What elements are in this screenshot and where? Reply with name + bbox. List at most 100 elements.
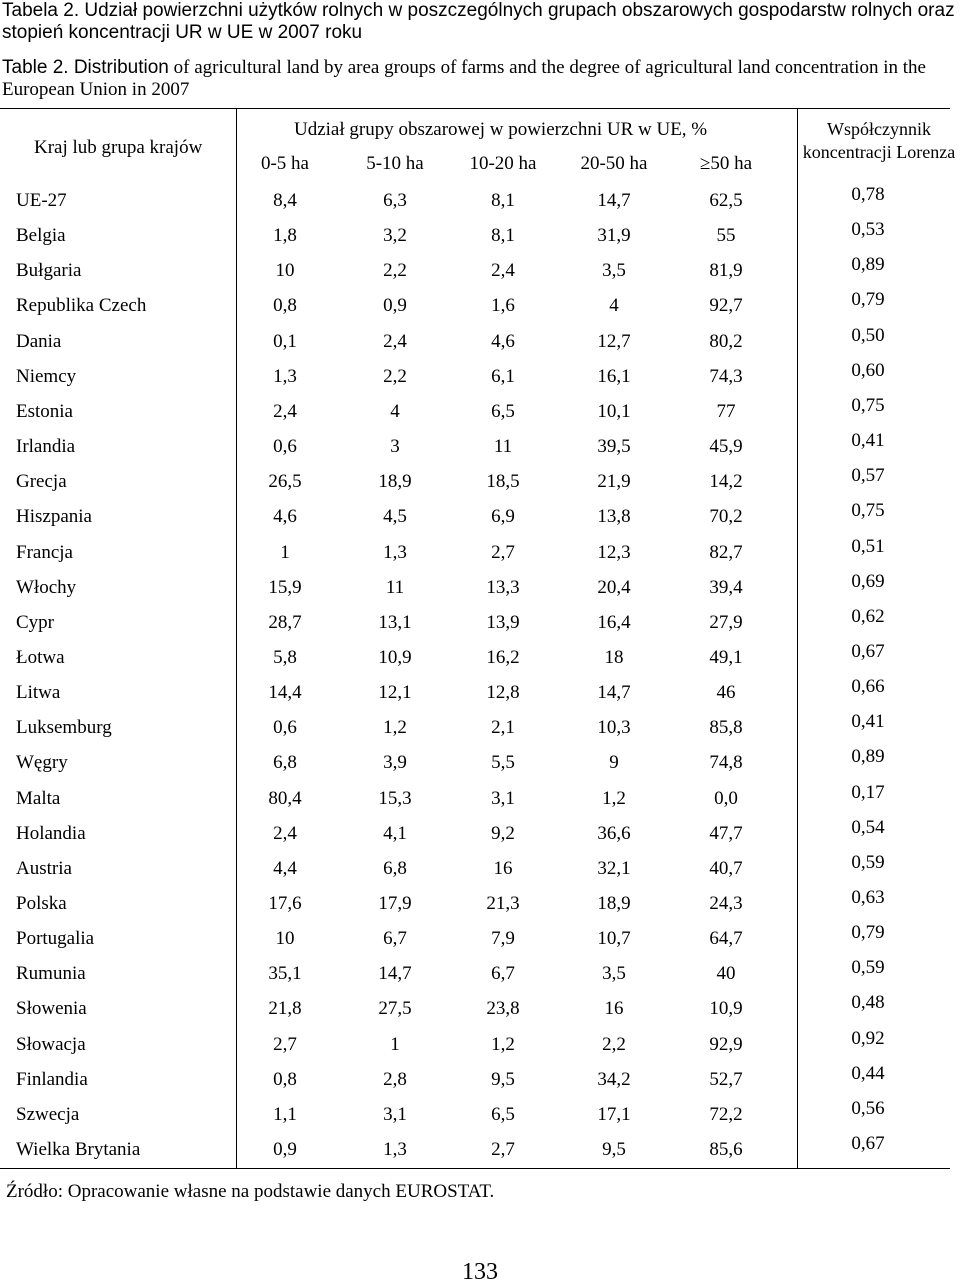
row-value: 6,5	[491, 1103, 515, 1125]
row-value: 20,4	[597, 576, 631, 598]
row-country: Belgia	[16, 225, 66, 247]
table-divider-left	[236, 109, 237, 1168]
row-value: 4	[390, 400, 400, 422]
table-row: Portugalia 10 6,7 7,9 10,7 64,7 0,79	[0, 922, 950, 963]
header-size-5-10: 5-10 ha	[366, 153, 424, 174]
row-value: 6,3	[383, 190, 407, 211]
header-country: Kraj lub grupa krajów	[34, 137, 203, 158]
table-title-polish: Tabela 2. Udział powierzchni użytków rol…	[2, 0, 955, 43]
row-country: Łotwa	[16, 646, 65, 668]
row-value: 10,3	[597, 717, 631, 739]
row-value: 3,2	[383, 225, 407, 247]
table-row: Cypr 28,7 13,1 13,9 16,4 27,9 0,62	[0, 606, 950, 647]
row-value: 13,8	[597, 506, 631, 528]
row-lorenz-coefficient: 0,69	[851, 570, 885, 592]
row-value: 35,1	[268, 963, 302, 985]
table-row: Hiszpania 4,6 4,5 6,9 13,8 70,2 0,75	[0, 500, 950, 541]
table-row: Grecja 26,5 18,9 18,5 21,9 14,2 0,57	[0, 465, 950, 506]
row-value: 12,3	[597, 541, 631, 563]
row-value: 10,7	[597, 928, 631, 950]
row-value: 2,7	[491, 541, 515, 563]
row-value: 28,7	[268, 611, 302, 633]
table-row: Wielka Brytania 0,9 1,3 2,7 9,5 85,6 0,67	[0, 1133, 950, 1174]
table-row: Luksemburg 0,6 1,2 2,1 10,3 85,8 0,41	[0, 711, 950, 752]
header-size-0-5: 0-5 ha	[260, 153, 309, 174]
table-row: Finlandia 0,8 2,8 9,5 34,2 52,7 0,44	[0, 1063, 950, 1104]
row-value: 0,8	[273, 1068, 297, 1090]
row-value: 10,9	[709, 998, 743, 1020]
row-value: 2,2	[602, 1033, 626, 1055]
row-value: 8,4	[273, 190, 297, 211]
table-title-english-rest: of agricultural land by area groups of f…	[2, 57, 926, 100]
table-row: UE-27 8,4 6,3 8,1 14,7 62,5 0,78	[0, 184, 950, 225]
row-value: 14,7	[378, 963, 412, 985]
row-value: 4,6	[273, 506, 297, 528]
row-value: 1,8	[273, 225, 297, 247]
table-row: Węgry 6,8 3,9 5,5 9 74,8 0,89	[0, 746, 950, 787]
row-lorenz-coefficient: 0,48	[851, 992, 885, 1014]
row-value: 80,4	[268, 787, 302, 809]
row-value: 23,8	[486, 998, 520, 1020]
row-lorenz-coefficient: 0,51	[851, 535, 885, 557]
row-value: 6,8	[383, 857, 407, 879]
row-value: 6,1	[491, 365, 515, 387]
row-lorenz-coefficient: 0,79	[851, 289, 885, 311]
row-value: 0,6	[273, 717, 297, 739]
row-value: 11	[493, 436, 513, 458]
row-value: 1	[280, 541, 290, 563]
row-value: 1,2	[383, 717, 407, 739]
row-value: 92,7	[709, 295, 743, 317]
row-value: 47,7	[709, 822, 743, 844]
row-country: Republika Czech	[16, 295, 147, 317]
row-lorenz-coefficient: 0,44	[851, 1062, 885, 1084]
row-country: Litwa	[16, 682, 61, 704]
row-value: 16,2	[486, 646, 520, 668]
row-value: 0,8	[273, 295, 297, 317]
row-value: 14,4	[268, 682, 302, 704]
row-lorenz-coefficient: 0,17	[851, 781, 885, 803]
row-lorenz-coefficient: 0,60	[851, 359, 885, 381]
row-value: 10	[275, 928, 295, 950]
table-top-rule	[0, 108, 950, 109]
row-lorenz-coefficient: 0,66	[851, 676, 885, 698]
row-value: 45,9	[709, 436, 743, 458]
row-value: 3,1	[491, 787, 515, 809]
row-value: 34,2	[597, 1068, 631, 1090]
row-value: 21,8	[268, 998, 302, 1020]
row-country: Grecja	[16, 471, 67, 493]
row-value: 82,7	[709, 541, 743, 563]
row-country: Szwecja	[16, 1103, 80, 1125]
table-title-english: Table 2. Distribution of agricultural la…	[2, 57, 958, 101]
row-value: 4,1	[383, 822, 407, 844]
row-country: Austria	[16, 857, 72, 879]
row-value: 74,3	[709, 365, 743, 387]
row-lorenz-coefficient: 0,62	[851, 605, 885, 627]
row-value: 1,3	[383, 1139, 407, 1161]
row-value: 16,1	[597, 365, 631, 387]
row-value: 70,2	[709, 506, 743, 528]
row-value: 6,9	[491, 506, 515, 528]
table-row: Estonia 2,4 4 6,5 10,1 77 0,75	[0, 395, 950, 436]
row-value: 92,9	[709, 1033, 743, 1055]
row-value: 0,1	[273, 330, 297, 352]
page-number: 133	[462, 1259, 498, 1285]
row-value: 1,6	[491, 295, 515, 317]
table-title-english-lead: Table 2. Distribution	[2, 57, 169, 78]
row-lorenz-coefficient: 0,63	[851, 887, 885, 908]
row-lorenz-coefficient: 0,59	[851, 957, 885, 979]
row-value: 46	[716, 682, 736, 704]
table-row: Austria 4,4 6,8 16 32,1 40,7 0,59	[0, 852, 950, 893]
row-value: 17,9	[378, 893, 412, 914]
row-lorenz-coefficient: 0,50	[851, 324, 885, 346]
row-value: 6,7	[383, 928, 407, 950]
row-value: 9,2	[491, 822, 515, 844]
row-country: Malta	[16, 787, 61, 809]
row-value: 6,8	[273, 752, 297, 774]
row-country: Polska	[16, 893, 67, 914]
row-value: 9,5	[602, 1139, 626, 1161]
row-value: 7,9	[491, 928, 515, 950]
row-value: 21,3	[486, 893, 520, 914]
row-country: Węgry	[16, 752, 68, 774]
row-lorenz-coefficient: 0,89	[851, 254, 885, 276]
source-note: Źródło: Opracowanie własne na podstawie …	[6, 1181, 495, 1202]
